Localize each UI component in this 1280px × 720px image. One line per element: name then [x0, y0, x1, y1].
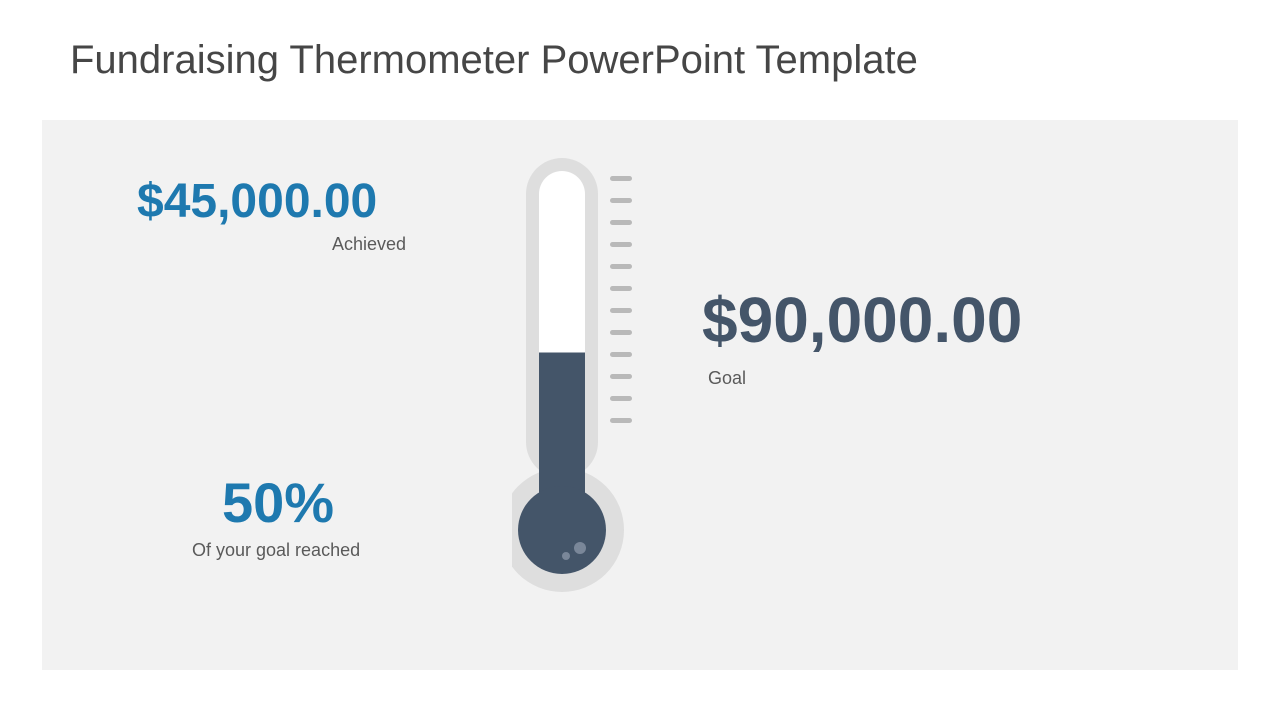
percent-label: Of your goal reached	[192, 540, 360, 561]
goal-amount: $90,000.00	[702, 283, 1022, 357]
page-title: Fundraising Thermometer PowerPoint Templ…	[70, 38, 918, 83]
achieved-amount: $45,000.00	[137, 174, 377, 229]
percent-value: 50%	[222, 470, 334, 535]
page: Fundraising Thermometer PowerPoint Templ…	[0, 0, 1280, 720]
thermometer-icon	[512, 148, 692, 628]
achieved-label: Achieved	[332, 234, 406, 255]
content-panel: $45,000.00 Achieved 50% Of your goal rea…	[42, 120, 1238, 670]
goal-label: Goal	[708, 368, 746, 389]
